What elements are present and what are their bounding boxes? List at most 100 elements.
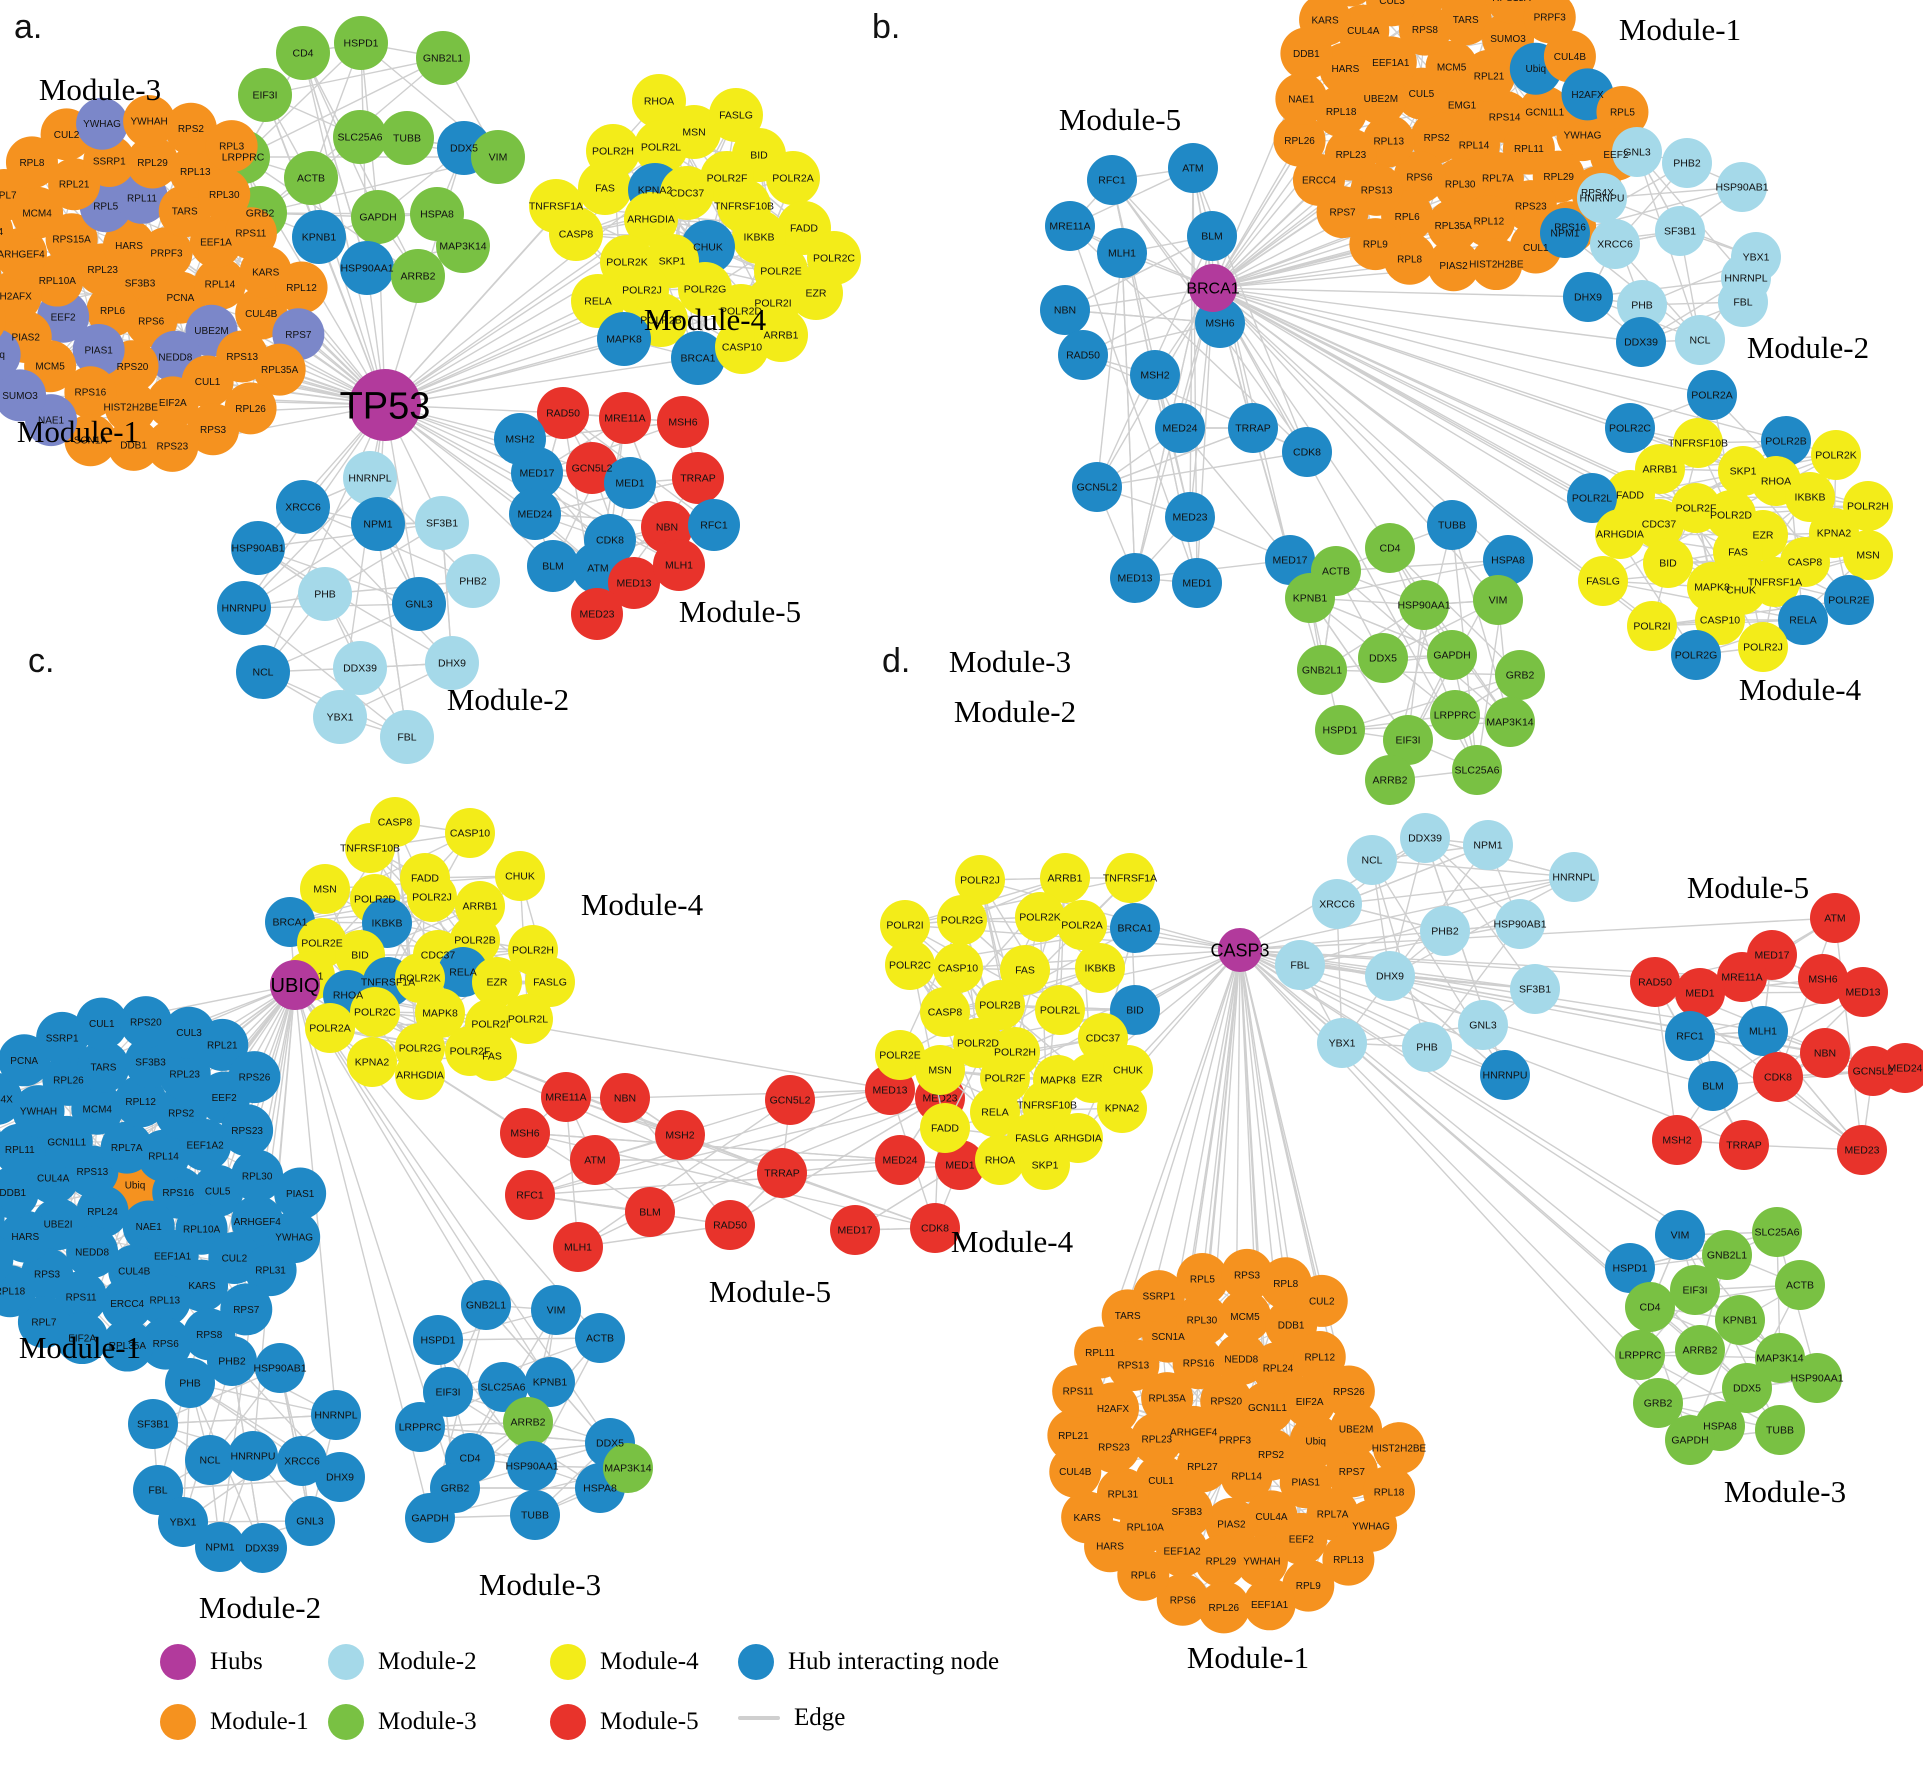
node-CD4[interactable]: [1625, 1282, 1675, 1332]
node-MED13[interactable]: [608, 557, 660, 609]
node-RFC1[interactable]: [1087, 155, 1137, 205]
node-BRCA1[interactable]: [1110, 903, 1160, 953]
node-FAS[interactable]: [1713, 527, 1763, 577]
node-PHB2[interactable]: [1420, 906, 1470, 956]
node-MAP3K14[interactable]: [1485, 697, 1535, 747]
node-DHX9[interactable]: [315, 1452, 365, 1502]
node-HSP90AB1[interactable]: [255, 1343, 305, 1393]
node-POLR2E[interactable]: [1824, 575, 1874, 625]
node-SF3B1[interactable]: [1655, 206, 1705, 256]
node-RPS23[interactable]: [221, 1104, 274, 1157]
node-FASLG[interactable]: [525, 957, 575, 1007]
node-DDB1[interactable]: [107, 418, 160, 471]
node-MED1[interactable]: [1675, 968, 1725, 1018]
node-HIST2H2BE[interactable]: [1373, 1422, 1426, 1475]
node-EEF1A1[interactable]: [1243, 1578, 1296, 1631]
node-EEF1A2[interactable]: [1156, 1524, 1209, 1577]
node-TARS[interactable]: [77, 1040, 130, 1093]
node-TUBB[interactable]: [510, 1490, 560, 1540]
node-CUL3[interactable]: [1366, 0, 1419, 27]
node-FASLG[interactable]: [709, 88, 763, 142]
node-POLR2L[interactable]: [503, 994, 553, 1044]
node-XRCC6[interactable]: [276, 480, 330, 534]
node-YWHAH[interactable]: [123, 95, 176, 148]
node-MAP3K14[interactable]: [1755, 1333, 1805, 1383]
node-HNRNPU[interactable]: [1577, 173, 1627, 223]
node-GAPDH[interactable]: [1427, 630, 1477, 680]
node-CHUK[interactable]: [495, 851, 545, 901]
node-DDX39[interactable]: [1400, 813, 1450, 863]
node-RPL30[interactable]: [1434, 158, 1487, 211]
node-KPNB1[interactable]: [1715, 1295, 1765, 1345]
node-RAD50[interactable]: [537, 387, 589, 439]
node-ATM[interactable]: [1168, 143, 1218, 193]
node-MCM5[interactable]: [0, 1112, 2, 1164]
node-RPL12[interactable]: [275, 261, 328, 314]
node-MCM4[interactable]: [1324, 0, 1376, 7]
node-ERCC4[interactable]: [101, 1277, 154, 1330]
node-RPS6[interactable]: [139, 1317, 192, 1370]
node-SLC25A6[interactable]: [1752, 1207, 1802, 1257]
node-RPS6[interactable]: [1156, 1573, 1209, 1626]
node-MED17[interactable]: [511, 447, 563, 499]
node-TUBB[interactable]: [1755, 1405, 1805, 1455]
node-ATM[interactable]: [570, 1135, 620, 1185]
node-TUBB[interactable]: [1427, 500, 1477, 550]
node-EIF2A[interactable]: [1283, 1375, 1336, 1428]
node-HARS[interactable]: [0, 1210, 52, 1263]
node-FBL[interactable]: [1275, 940, 1325, 990]
node-MED24[interactable]: [875, 1135, 925, 1185]
node-RPL30[interactable]: [1175, 1293, 1228, 1346]
node-HSPD1[interactable]: [1605, 1243, 1655, 1293]
node-RPL12[interactable]: [1293, 1331, 1346, 1384]
node-RPL7[interactable]: [17, 1296, 70, 1349]
node-POLR2E[interactable]: [875, 1030, 925, 1080]
node-NCL[interactable]: [1347, 835, 1397, 885]
node-POLR2J[interactable]: [407, 872, 457, 922]
node-GCN5L2[interactable]: [765, 1075, 815, 1125]
node-TRRAP[interactable]: [1719, 1120, 1769, 1170]
node-PHB[interactable]: [1617, 280, 1667, 330]
node-RPS11[interactable]: [1052, 1365, 1105, 1418]
node-NPM1[interactable]: [1540, 208, 1590, 258]
node-MED23[interactable]: [571, 588, 623, 640]
node-RPS23[interactable]: [1087, 1421, 1140, 1474]
node-RPS3[interactable]: [187, 403, 240, 456]
node-NCL[interactable]: [185, 1435, 235, 1485]
node-HNRNPU[interactable]: [217, 581, 271, 635]
node-KARS[interactable]: [1299, 0, 1352, 46]
node-RPS11[interactable]: [1403, 0, 1455, 12]
node-HSP90AA1[interactable]: [1792, 1353, 1842, 1403]
node-MSH6[interactable]: [1798, 954, 1848, 1004]
node-FAS[interactable]: [578, 161, 632, 215]
node-LRPPRC[interactable]: [395, 1402, 445, 1452]
node-ARHGDIA[interactable]: [395, 1050, 445, 1100]
node-MSN[interactable]: [1843, 530, 1893, 580]
node-ARHGDIA[interactable]: [624, 192, 678, 246]
node-CASP10[interactable]: [933, 943, 983, 993]
node-Ubiq[interactable]: [1289, 1415, 1342, 1468]
node-H2AFX[interactable]: [0, 269, 42, 322]
node-MLH1[interactable]: [1738, 1006, 1788, 1056]
node-MED1[interactable]: [1172, 558, 1222, 608]
node-GCN5L2[interactable]: [1072, 462, 1122, 512]
node-MSH2[interactable]: [1652, 1115, 1702, 1165]
node-HNRNPU[interactable]: [1480, 1050, 1530, 1100]
node-KPNA2[interactable]: [347, 1037, 397, 1087]
node-RPS20[interactable]: [1200, 1375, 1253, 1428]
node-KPNB1[interactable]: [525, 1357, 575, 1407]
node-MRE11A[interactable]: [1717, 952, 1767, 1002]
node-MSH6[interactable]: [500, 1108, 550, 1158]
node-CASP10[interactable]: [1695, 595, 1745, 645]
node-HSPD1[interactable]: [334, 16, 388, 70]
node-MRE11A[interactable]: [541, 1072, 591, 1122]
node-RPL31[interactable]: [244, 1244, 297, 1297]
node-DDX5[interactable]: [1358, 633, 1408, 683]
node-VIM[interactable]: [1655, 1210, 1705, 1260]
node-TRRAP[interactable]: [1228, 403, 1278, 453]
node-MED24[interactable]: [1880, 1043, 1923, 1093]
node-RAD50[interactable]: [705, 1200, 755, 1250]
node-XRCC6[interactable]: [1312, 879, 1362, 929]
node-DDB1[interactable]: [0, 1166, 39, 1219]
node-POLR2C[interactable]: [1605, 403, 1655, 453]
